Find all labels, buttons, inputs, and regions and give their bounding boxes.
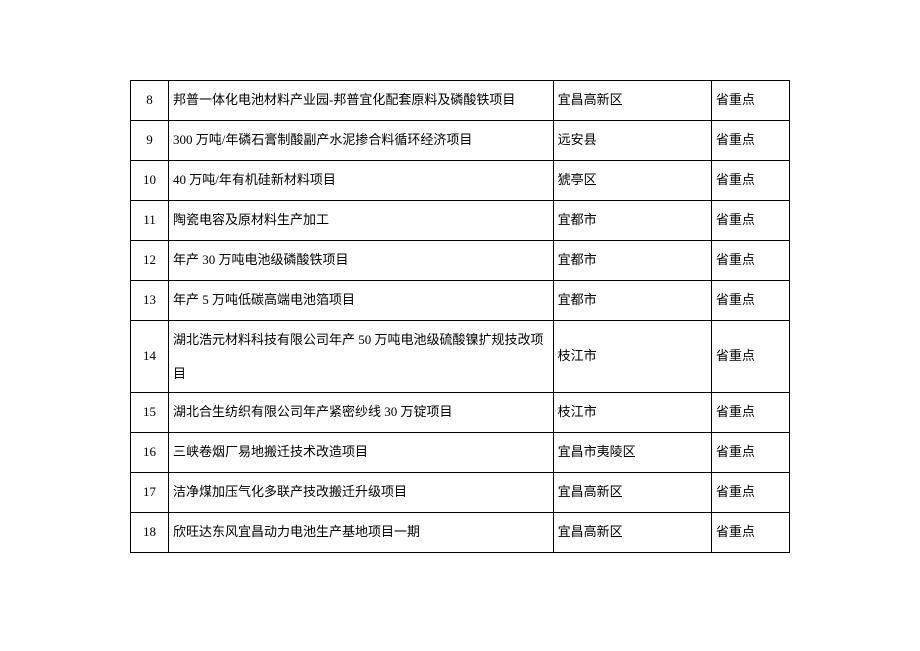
table-row: 15湖北合生纺织有限公司年产紧密纱线 30 万锭项目枝江市省重点 bbox=[131, 393, 790, 433]
cell-location: 宜昌高新区 bbox=[553, 473, 711, 513]
cell-project-name: 300 万吨/年磷石膏制酸副产水泥掺合料循环经济项目 bbox=[169, 121, 554, 161]
table-row: 9300 万吨/年磷石膏制酸副产水泥掺合料循环经济项目远安县省重点 bbox=[131, 121, 790, 161]
cell-project-name: 欣旺达东风宜昌动力电池生产基地项目一期 bbox=[169, 513, 554, 553]
cell-level: 省重点 bbox=[711, 513, 789, 553]
cell-num: 10 bbox=[131, 161, 169, 201]
cell-num: 13 bbox=[131, 281, 169, 321]
cell-level: 省重点 bbox=[711, 321, 789, 393]
cell-location: 枝江市 bbox=[553, 321, 711, 393]
table-row: 17洁净煤加压气化多联产技改搬迁升级项目宜昌高新区省重点 bbox=[131, 473, 790, 513]
cell-location: 宜都市 bbox=[553, 241, 711, 281]
cell-project-name: 陶瓷电容及原材料生产加工 bbox=[169, 201, 554, 241]
projects-table: 8邦普一体化电池材料产业园-邦普宜化配套原料及磷酸铁项目宜昌高新区省重点9300… bbox=[130, 80, 790, 553]
cell-num: 17 bbox=[131, 473, 169, 513]
cell-location: 猇亭区 bbox=[553, 161, 711, 201]
cell-project-name: 湖北合生纺织有限公司年产紧密纱线 30 万锭项目 bbox=[169, 393, 554, 433]
table-row: 13年产 5 万吨低碳高端电池箔项目宜都市省重点 bbox=[131, 281, 790, 321]
cell-level: 省重点 bbox=[711, 393, 789, 433]
cell-location: 宜都市 bbox=[553, 201, 711, 241]
cell-location: 宜昌高新区 bbox=[553, 513, 711, 553]
cell-location: 宜都市 bbox=[553, 281, 711, 321]
cell-level: 省重点 bbox=[711, 161, 789, 201]
table-row: 1040 万吨/年有机硅新材料项目猇亭区省重点 bbox=[131, 161, 790, 201]
cell-num: 11 bbox=[131, 201, 169, 241]
cell-project-name: 40 万吨/年有机硅新材料项目 bbox=[169, 161, 554, 201]
cell-level: 省重点 bbox=[711, 473, 789, 513]
cell-location: 枝江市 bbox=[553, 393, 711, 433]
cell-project-name: 洁净煤加压气化多联产技改搬迁升级项目 bbox=[169, 473, 554, 513]
cell-num: 8 bbox=[131, 81, 169, 121]
cell-level: 省重点 bbox=[711, 241, 789, 281]
cell-project-name: 邦普一体化电池材料产业园-邦普宜化配套原料及磷酸铁项目 bbox=[169, 81, 554, 121]
cell-level: 省重点 bbox=[711, 121, 789, 161]
projects-table-body: 8邦普一体化电池材料产业园-邦普宜化配套原料及磷酸铁项目宜昌高新区省重点9300… bbox=[131, 81, 790, 553]
cell-project-name: 年产 30 万吨电池级磷酸铁项目 bbox=[169, 241, 554, 281]
table-row: 8邦普一体化电池材料产业园-邦普宜化配套原料及磷酸铁项目宜昌高新区省重点 bbox=[131, 81, 790, 121]
cell-num: 14 bbox=[131, 321, 169, 393]
cell-location: 宜昌市夷陵区 bbox=[553, 433, 711, 473]
cell-level: 省重点 bbox=[711, 201, 789, 241]
cell-project-name: 三峡卷烟厂易地搬迁技术改造项目 bbox=[169, 433, 554, 473]
table-row: 11陶瓷电容及原材料生产加工宜都市省重点 bbox=[131, 201, 790, 241]
cell-num: 12 bbox=[131, 241, 169, 281]
cell-location: 宜昌高新区 bbox=[553, 81, 711, 121]
cell-num: 9 bbox=[131, 121, 169, 161]
table-row: 16三峡卷烟厂易地搬迁技术改造项目宜昌市夷陵区省重点 bbox=[131, 433, 790, 473]
table-row: 14湖北浩元材料科技有限公司年产 50 万吨电池级硫酸镍扩规技改项目枝江市省重点 bbox=[131, 321, 790, 393]
table-row: 18欣旺达东风宜昌动力电池生产基地项目一期宜昌高新区省重点 bbox=[131, 513, 790, 553]
table-row: 12年产 30 万吨电池级磷酸铁项目宜都市省重点 bbox=[131, 241, 790, 281]
cell-location: 远安县 bbox=[553, 121, 711, 161]
cell-num: 16 bbox=[131, 433, 169, 473]
cell-level: 省重点 bbox=[711, 281, 789, 321]
cell-num: 18 bbox=[131, 513, 169, 553]
cell-project-name: 年产 5 万吨低碳高端电池箔项目 bbox=[169, 281, 554, 321]
cell-level: 省重点 bbox=[711, 433, 789, 473]
cell-project-name: 湖北浩元材料科技有限公司年产 50 万吨电池级硫酸镍扩规技改项目 bbox=[169, 321, 554, 393]
cell-num: 15 bbox=[131, 393, 169, 433]
cell-level: 省重点 bbox=[711, 81, 789, 121]
